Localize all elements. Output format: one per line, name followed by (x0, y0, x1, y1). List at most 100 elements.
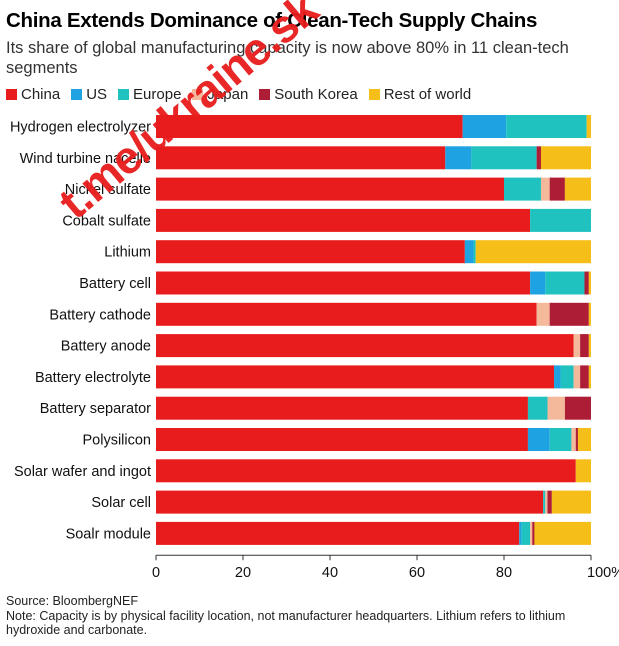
bar-segment-nickel-sulfate-china (156, 177, 504, 201)
bar-segment-wind-turbine-nacelle-rest-of-world (540, 146, 591, 170)
bar-segment-nickel-sulfate-europe (504, 177, 541, 201)
legend-swatch-us (71, 89, 83, 100)
source-text: Source: BloombergNEF (6, 594, 139, 608)
x-tick-label-40: 40 (322, 565, 338, 581)
legend-item-south-korea: South Korea (259, 86, 358, 103)
bar-segment-nickel-sulfate-south-korea (549, 177, 565, 201)
category-label-cobalt-sulfate: Cobalt sulfate (62, 213, 151, 229)
bar-segment-solar-cell-rest-of-world (551, 490, 591, 514)
bar-segment-polysilicon-us (527, 428, 550, 451)
bar-segment-soalr-module-china (156, 521, 520, 545)
legend-label-japan: Japan (207, 86, 249, 103)
bar-segment-battery-electrolyte-japan (573, 365, 581, 389)
bar-segment-hydrogen-electrolyzer-china (156, 115, 463, 138)
bar-segment-polysilicon-japan (571, 428, 576, 451)
bar-segment-wind-turbine-nacelle-europe (471, 146, 537, 170)
bar-segment-soalr-module-south-korea (532, 521, 535, 545)
legend-item-japan: Japan (192, 86, 248, 103)
legend-label-rest-of-world: Rest of world (383, 86, 472, 103)
bar-segment-polysilicon-south-korea (575, 428, 578, 451)
bar-segment-solar-cell-south-korea (547, 490, 552, 514)
chart-footer: Source: BloombergNEF Note: Capacity is b… (6, 594, 612, 638)
x-tick-label-80: 80 (496, 565, 512, 581)
chart-title: China Extends Dominance of Clean-Tech Su… (6, 9, 538, 32)
bar-segment-wind-turbine-nacelle-south-korea (536, 146, 541, 170)
category-label-battery-cathode: Battery cathode (49, 307, 151, 323)
bar-segment-hydrogen-electrolyzer-us (462, 115, 507, 138)
legend-swatch-japan (192, 89, 204, 100)
category-label-lithium: Lithium (104, 245, 151, 261)
bar-segment-battery-anode-rest-of-world (588, 334, 591, 358)
bar-segment-battery-anode-south-korea (580, 334, 589, 358)
category-label-wind-turbine-nacelle: Wind turbine nacelle (20, 151, 151, 167)
bar-segment-soalr-module-japan (530, 521, 533, 545)
bar-segment-solar-cell-japan (545, 490, 548, 514)
bar-segment-battery-separator-europe (527, 396, 548, 420)
bar-segment-battery-anode-japan (573, 334, 581, 358)
bar-segment-battery-separator-south-korea (564, 396, 591, 420)
bar-segment-lithium-us (464, 240, 474, 264)
bar-segment-battery-cathode-rest-of-world (588, 302, 591, 326)
bar-segment-lithium-rest-of-world (475, 240, 591, 264)
legend-swatch-europe (118, 89, 130, 100)
bar-segment-soalr-module-us (519, 521, 522, 545)
bar-segment-solar-cell-europe (543, 490, 546, 514)
bar-segment-lithium-china (156, 240, 465, 264)
bar-segment-battery-anode-china (156, 334, 574, 358)
bar-segment-wind-turbine-nacelle-us (445, 146, 472, 170)
legend-label-us: US (86, 86, 108, 103)
legend-label-south-korea: South Korea (274, 86, 358, 103)
note-text: Note: Capacity is by physical facility l… (6, 608, 566, 638)
category-label-polysilicon: Polysilicon (83, 433, 152, 449)
category-label-nickel-sulfate: Nickel sulfate (65, 182, 151, 198)
legend-item-us: US (71, 86, 107, 103)
bar-segment-battery-separator-japan (547, 396, 565, 420)
x-tick-label-100: 100% (587, 565, 619, 581)
legend-swatch-rest-of-world (368, 89, 380, 100)
bar-segment-battery-cathode-japan (536, 302, 550, 326)
bar-segment-polysilicon-china (156, 428, 528, 451)
bar-segment-nickel-sulfate-rest-of-world (564, 177, 591, 201)
bar-segment-solar-wafer-and-ingot-rest-of-world (575, 459, 591, 483)
bar-segment-soalr-module-rest-of-world (534, 521, 591, 545)
bar-segment-cobalt-sulfate-china (156, 208, 531, 232)
bar-segment-battery-electrolyte-south-korea (580, 365, 589, 389)
category-label-battery-separator: Battery separator (40, 401, 151, 417)
bar-segment-battery-cathode-south-korea (549, 302, 589, 326)
bar-segment-battery-electrolyte-europe (560, 365, 574, 389)
bar-segment-solar-cell-china (156, 490, 544, 514)
bar-segment-battery-cell-europe (545, 271, 585, 295)
x-tick-label-20: 20 (235, 565, 251, 581)
legend-swatch-china (6, 89, 17, 100)
legend-label-china: China (21, 86, 61, 103)
chart-subtitle: Its share of global manufacturing capaci… (6, 39, 569, 77)
bar-segment-solar-wafer-and-ingot-china (156, 459, 576, 483)
category-label-soalr-module: Soalr module (66, 526, 151, 542)
bar-segment-battery-cell-rest-of-world (588, 271, 591, 295)
category-label-battery-cell: Battery cell (79, 276, 151, 292)
bar-segment-battery-cell-south-korea (584, 271, 589, 295)
bar-segment-battery-cell-china (156, 271, 531, 295)
category-label-battery-electrolyte: Battery electrolyte (35, 370, 151, 386)
bar-segment-cobalt-sulfate-europe (530, 208, 591, 232)
bar-segment-lithium-europe (473, 240, 476, 264)
legend: China US Europe Japan South Korea Rest o… (6, 86, 482, 103)
stacked-bar-chart: Hydrogen electrolyzer Wind turbine nacell… (10, 115, 619, 581)
legend-item-rest-of-world: Rest of world (368, 86, 472, 103)
bar-segment-battery-separator-china (156, 396, 528, 420)
legend-item-china: China (6, 86, 60, 103)
bar-segment-hydrogen-electrolyzer-europe (506, 115, 587, 138)
category-label-solar-cell: Solar cell (91, 495, 151, 511)
legend-swatch-south-korea (259, 89, 271, 100)
bar-segment-battery-electrolyte-china (156, 365, 555, 389)
bar-segment-battery-cell-us (530, 271, 546, 295)
x-tick-label-60: 60 (409, 565, 425, 581)
bar-segment-battery-electrolyte-rest-of-world (588, 365, 591, 389)
category-label-hydrogen-electrolyzer: Hydrogen electrolyzer (10, 120, 151, 136)
legend-item-europe: Europe (118, 86, 181, 103)
bar-segment-battery-electrolyte-us (554, 365, 561, 389)
bar-segment-wind-turbine-nacelle-china (156, 146, 446, 170)
bar-segment-hydrogen-electrolyzer-rest-of-world (586, 115, 591, 138)
bar-segment-battery-cathode-china (156, 302, 537, 326)
x-tick-label-0: 0 (152, 565, 160, 581)
